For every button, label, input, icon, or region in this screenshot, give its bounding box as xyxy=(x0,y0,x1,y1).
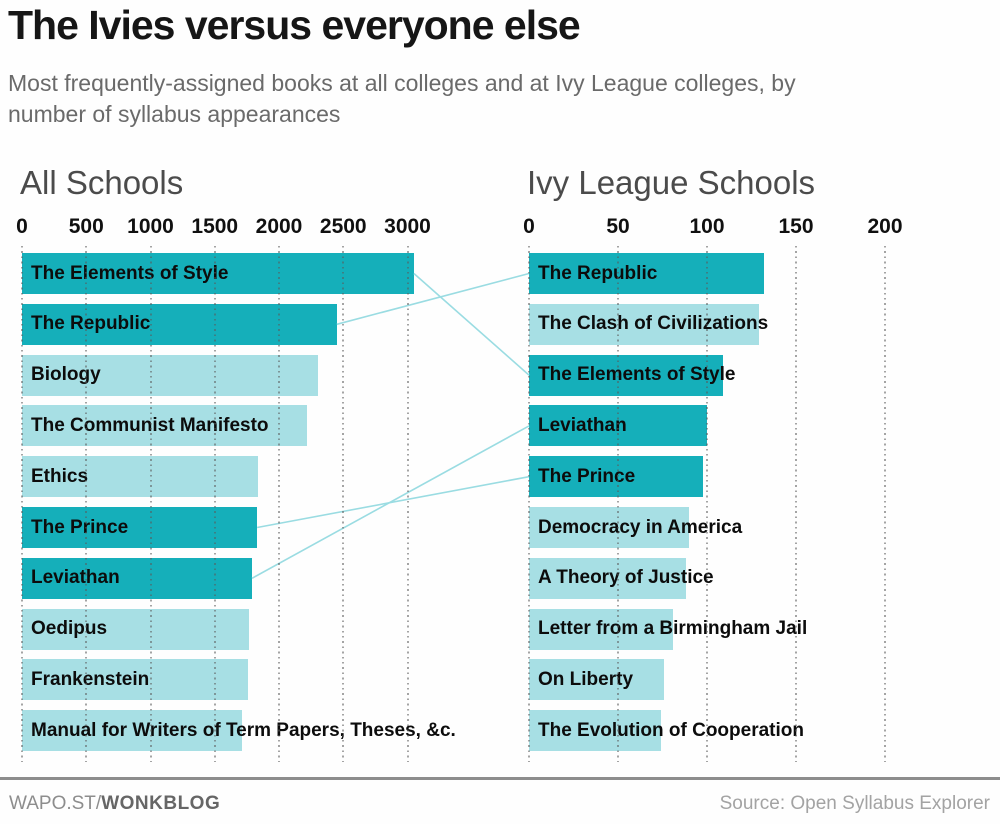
bar-leviathan xyxy=(22,557,252,599)
bar-label-biology: Biology xyxy=(31,364,101,386)
bar-letter-from-a-birmingham-jail xyxy=(529,608,674,650)
bar-label-ethics: Ethics xyxy=(31,465,89,487)
bar-democracy-in-america xyxy=(529,507,690,548)
bar-label-the-prince: The Prince xyxy=(538,465,636,487)
x-tick-ivy-league-schools-150: 150 xyxy=(778,215,814,238)
bar-label-a-theory-of-justice: A Theory of Justice xyxy=(538,567,714,589)
connector-the-prince xyxy=(257,475,530,529)
bar-frankenstein xyxy=(22,659,248,701)
x-tick-all-schools-3000: 3000 xyxy=(384,215,431,238)
x-tick-ivy-league-schools-50: 50 xyxy=(606,215,630,238)
x-tick-ivy-league-schools-200: 200 xyxy=(867,215,903,238)
connector-leviathan xyxy=(251,425,530,580)
bar-label-the-republic: The Republic xyxy=(31,313,151,335)
bar-label-leviathan: Leviathan xyxy=(538,414,627,436)
footer-brand-prefix: WAPO.ST/ xyxy=(9,793,102,814)
x-tick-all-schools-2000: 2000 xyxy=(255,215,303,238)
bar-the-republic xyxy=(22,303,337,345)
bar-label-the-prince: The Prince xyxy=(31,516,129,538)
gridline-all-schools-3000 xyxy=(406,246,409,762)
bar-on-liberty xyxy=(529,659,665,701)
x-tick-all-schools-2500: 2500 xyxy=(319,215,367,238)
bar-the-clash-of-civilizations xyxy=(529,303,759,345)
bar-manual-for-writers-of-term-papers-theses-c xyxy=(22,710,243,752)
bar-label-frankenstein: Frankenstein xyxy=(31,668,150,690)
bar-the-prince xyxy=(529,456,704,498)
bar-label-the-clash-of-civilizations: The Clash of Civilizations xyxy=(538,313,769,335)
footer-brand-bold: WONKBLOG xyxy=(101,793,221,814)
bar-label-letter-from-a-birmingham-jail: Letter from a Birmingham Jail xyxy=(538,618,808,640)
subtitle: Most frequently-assigned books at all co… xyxy=(8,70,796,127)
bar-label-manual-for-writers-of-term-papers-theses-c: Manual for Writers of Term Papers, These… xyxy=(31,719,456,741)
chart-title-all-schools: All Schools xyxy=(20,164,184,201)
bar-label-the-republic: The Republic xyxy=(538,262,658,284)
bar-biology xyxy=(22,354,318,396)
bar-the-elements-of-style xyxy=(529,354,724,396)
x-tick-ivy-league-schools-0: 0 xyxy=(523,215,535,238)
gridline-ivy-league-schools-150 xyxy=(795,246,797,762)
bar-label-democracy-in-america: Democracy in America xyxy=(538,516,743,538)
bar-label-oedipus: Oedipus xyxy=(31,618,108,640)
x-tick-all-schools-500: 500 xyxy=(68,215,104,238)
connector-the-elements-of-style xyxy=(413,272,530,376)
gridline-ivy-league-schools-200 xyxy=(884,246,886,762)
x-tick-ivy-league-schools-100: 100 xyxy=(689,215,725,238)
bar-label-on-liberty: On Liberty xyxy=(538,668,634,690)
bar-label-the-elements-of-style: The Elements of Style xyxy=(31,262,229,284)
footer-source: Source: Open Syllabus Explorer xyxy=(719,793,990,814)
bar-ethics xyxy=(22,456,259,498)
bar-label-the-elements-of-style: The Elements of Style xyxy=(538,364,736,386)
bar-label-leviathan: Leviathan xyxy=(31,567,120,589)
bar-a-theory-of-justice xyxy=(529,557,686,599)
gridline-all-schools-2500 xyxy=(342,246,345,762)
bar-label-the-communist-manifesto: The Communist Manifesto xyxy=(31,414,269,436)
footer-brand: WAPO.ST/WONKBLOG xyxy=(9,793,220,815)
bar-oedipus xyxy=(22,608,249,650)
x-tick-all-schools-1500: 1500 xyxy=(191,215,239,238)
bar-the-republic xyxy=(529,253,764,294)
page-title: The Ivies versus everyone else xyxy=(8,2,581,48)
x-tick-all-schools-1000: 1000 xyxy=(127,215,174,238)
chart-title-ivy-league: Ivy League Schools xyxy=(527,164,816,201)
bar-the-evolution-of-cooperation xyxy=(529,710,661,752)
footer-divider xyxy=(0,777,1000,780)
bar-the-prince xyxy=(22,507,258,548)
x-tick-all-schools-0: 0 xyxy=(16,215,28,238)
bar-label-the-evolution-of-cooperation: The Evolution of Cooperation xyxy=(538,719,804,741)
